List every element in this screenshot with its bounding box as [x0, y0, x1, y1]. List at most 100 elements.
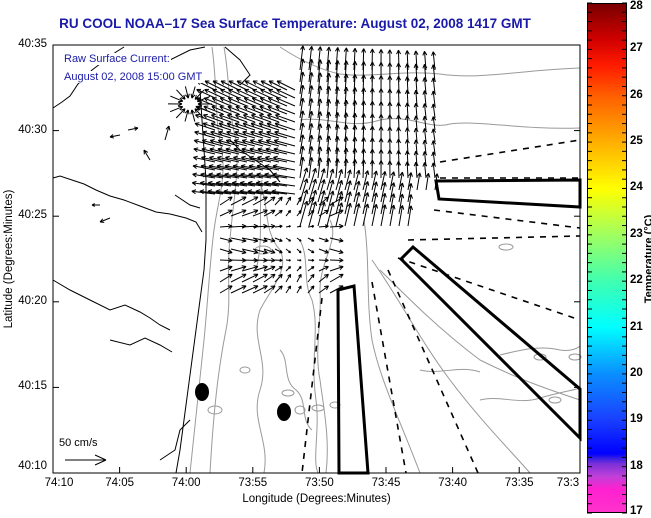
- bathymetry-contour: [256, 179, 284, 474]
- current-vector-arrow: [318, 285, 329, 294]
- current-vector-arrow: [343, 147, 349, 167]
- current-vector-arrow: [230, 209, 247, 217]
- current-vector-arrow: [318, 224, 329, 229]
- current-vector-arrow: [299, 200, 309, 227]
- current-vector-arrow: [353, 169, 361, 191]
- current-vector-arrow: [329, 257, 344, 263]
- current-vector-arrow: [230, 196, 247, 206]
- current-vector-arrow: [219, 273, 233, 283]
- current-vector-arrow: [274, 209, 283, 217]
- current-vector-arrow: [407, 205, 413, 227]
- current-vector-arrow: [194, 108, 205, 119]
- current-vector-arrow: [243, 113, 264, 123]
- current-vector-arrow: [220, 80, 240, 91]
- current-vector-arrow: [241, 248, 259, 255]
- current-vector-arrow: [361, 74, 367, 95]
- current-vector-arrow: [190, 86, 196, 99]
- current-vector-arrow: [326, 72, 332, 95]
- current-vector-arrow: [196, 105, 211, 113]
- x-tick-label: 73:55: [238, 477, 268, 489]
- current-vector-arrow: [263, 180, 288, 187]
- current-vector-arrow: [344, 191, 352, 215]
- current-vector-arrow: [335, 190, 344, 215]
- current-vector-arrow: [199, 180, 224, 187]
- current-vector-arrow: [361, 159, 367, 179]
- coastline-segment: [175, 89, 207, 474]
- bathymetry-contour: [371, 259, 531, 474]
- current-vector-arrow: [404, 127, 410, 143]
- current-vector-arrow: [263, 237, 276, 243]
- current-vector-arrow: [99, 217, 111, 223]
- current-vector-arrow: [353, 180, 361, 203]
- current-vector-arrow: [318, 237, 329, 243]
- current-vector-arrow: [317, 146, 323, 167]
- current-vector-arrow: [307, 258, 315, 262]
- current-vector-arrow: [273, 155, 296, 163]
- current-vector-arrow: [255, 180, 280, 187]
- current-vector-arrow: [422, 162, 428, 179]
- current-vector-arrow: [252, 88, 272, 99]
- current-vector-arrow: [317, 46, 323, 71]
- current-vector-arrow: [236, 88, 256, 99]
- current-vector-arrow: [259, 105, 280, 115]
- y-tick-label: 40:30: [18, 123, 47, 136]
- bathymetry-contour-blob: [239, 366, 251, 374]
- bathymetry-contour: [419, 368, 481, 373]
- current-vector-arrow: [203, 105, 224, 115]
- current-vector-arrow: [413, 102, 419, 119]
- current-vector-arrow: [431, 116, 437, 131]
- y-tick-label: 40:20: [18, 294, 47, 307]
- current-vector-arrow: [167, 101, 183, 107]
- current-vector-arrow: [226, 130, 248, 139]
- current-vector-arrow: [219, 265, 233, 272]
- current-vector-arrow: [225, 138, 248, 147]
- current-vector-arrow: [431, 140, 437, 155]
- current-vector-arrow: [371, 181, 379, 203]
- current-vector-arrow: [275, 113, 296, 123]
- bathymetry-contour-blob: [281, 389, 295, 397]
- plot-frame: [52, 44, 581, 474]
- current-vector-arrow: [241, 196, 259, 206]
- x-tick-label: 73:3: [556, 477, 580, 489]
- current-vector-arrow: [362, 181, 370, 203]
- current-vector-arrow: [369, 159, 375, 179]
- bathymetry-contour: [279, 349, 313, 431]
- current-vector-arrow: [170, 95, 184, 103]
- current-vector-arrow: [389, 204, 396, 227]
- current-vector-arrow: [263, 265, 276, 272]
- current-vector-arrow: [299, 145, 305, 167]
- current-vector-arrow: [251, 113, 272, 123]
- current-vector-arrow: [296, 273, 302, 283]
- current-vector-arrow: [249, 138, 272, 147]
- bathymetry-contours: [189, 46, 582, 474]
- current-vector-arrow: [169, 105, 184, 113]
- current-vector-arrow: [267, 113, 288, 123]
- current-vector-arrow: [211, 113, 232, 123]
- current-vector-arrow: [263, 209, 276, 217]
- current-vector-arrow: [258, 130, 280, 139]
- current-vector-arrow: [318, 248, 329, 254]
- current-vector-arrow: [299, 122, 305, 143]
- current-timestamp: August 02, 2008 15:00 GMT: [63, 71, 204, 83]
- current-vector-arrow: [307, 196, 315, 206]
- current-vector-arrow: [219, 285, 233, 294]
- current-vector-arrow: [308, 189, 318, 215]
- current-vector-arrow: [422, 90, 428, 107]
- current-vector-arrow: [334, 147, 340, 167]
- current-vector-arrow: [389, 182, 396, 203]
- current-vector-arrow: [204, 88, 224, 99]
- scale-vector-label: 50 cm/s: [59, 437, 98, 449]
- current-vector-arrow: [296, 285, 302, 294]
- current-vector-arrow: [299, 110, 305, 131]
- current-vector-arrow: [307, 224, 315, 228]
- current-vector-arrow: [422, 103, 428, 119]
- current-vector-arrow: [389, 193, 396, 215]
- current-vector-arrow: [308, 85, 314, 107]
- current-vector-arrow: [329, 223, 344, 229]
- current-vector-arrow: [252, 265, 268, 272]
- current-vector-arrow: [425, 172, 431, 191]
- current-vector-arrow: [326, 59, 332, 83]
- current-vector-arrow: [404, 63, 410, 83]
- current-vector-arrow: [352, 148, 358, 167]
- current-vector-arrow: [227, 113, 248, 123]
